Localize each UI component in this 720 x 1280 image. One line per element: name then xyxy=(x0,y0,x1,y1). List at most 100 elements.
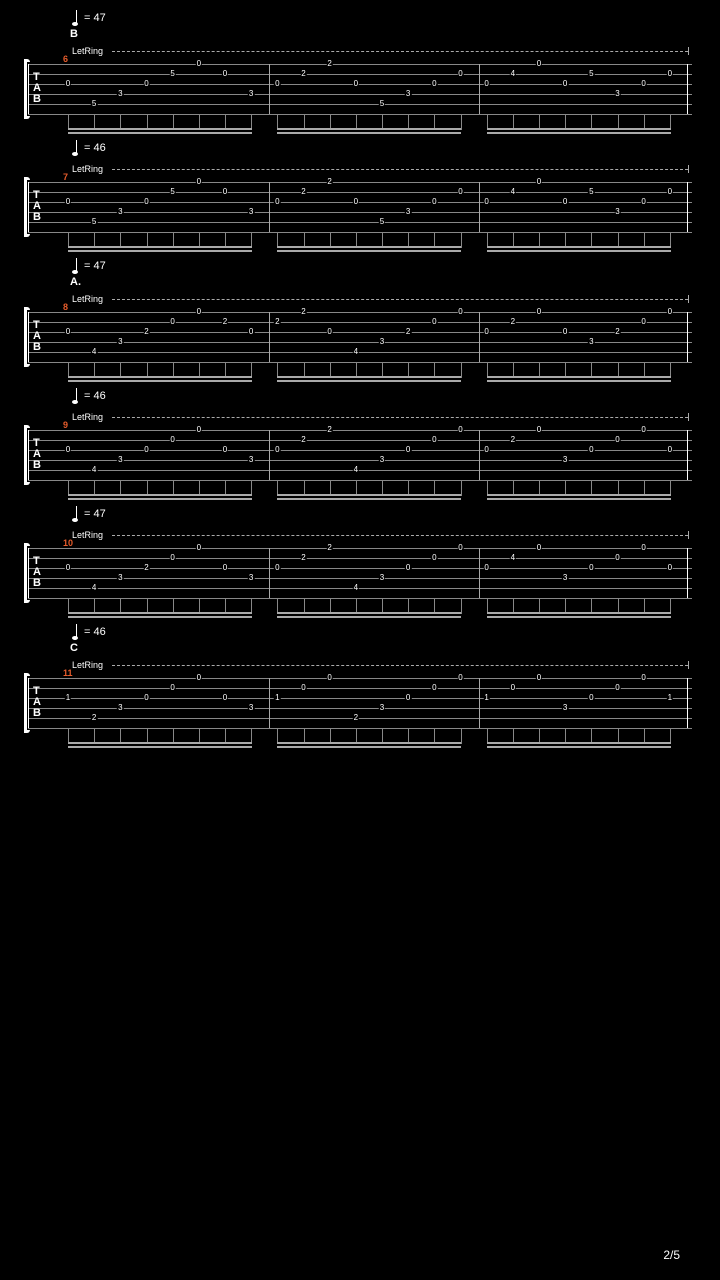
fret-number: 2 xyxy=(91,714,97,722)
fret-number: 2 xyxy=(143,564,149,572)
tab-staff: TAB043200202204320002003200 xyxy=(28,312,692,362)
fret-number: 0 xyxy=(222,564,228,572)
beam xyxy=(277,616,461,618)
let-ring-end xyxy=(688,165,689,173)
fret-number: 2 xyxy=(326,60,332,68)
let-ring-label: LetRing xyxy=(72,412,103,422)
measure-number: 7 xyxy=(63,172,68,182)
fret-number: 3 xyxy=(248,208,254,216)
system-bracket xyxy=(24,546,27,600)
fret-number: 0 xyxy=(143,198,149,206)
tempo-row: = 47A. xyxy=(72,260,692,280)
barline xyxy=(28,64,29,114)
fret-number: 0 xyxy=(326,674,332,682)
system-bracket xyxy=(24,676,27,730)
barline xyxy=(687,312,688,362)
tab-clef: TAB xyxy=(33,190,40,223)
fret-number: 0 xyxy=(667,70,673,78)
beam xyxy=(487,132,671,134)
fret-number: 0 xyxy=(353,198,359,206)
fret-number: 3 xyxy=(248,456,254,464)
staff-line xyxy=(28,182,692,183)
tempo-text: = 46 xyxy=(84,626,106,638)
fret-number: 3 xyxy=(379,704,385,712)
staff-line xyxy=(28,728,692,729)
fret-number: 4 xyxy=(353,584,359,592)
tempo-text: = 47 xyxy=(84,508,106,520)
barline xyxy=(479,64,480,114)
staff-line xyxy=(28,718,692,719)
fret-number: 5 xyxy=(379,218,385,226)
beam xyxy=(487,380,671,382)
staff-line xyxy=(28,460,692,461)
fret-number: 0 xyxy=(667,446,673,454)
fret-number: 0 xyxy=(274,564,280,572)
fret-number: 0 xyxy=(483,80,489,88)
staff-line xyxy=(28,688,692,689)
barline xyxy=(28,548,29,598)
fret-number: 2 xyxy=(405,328,411,336)
let-ring-dashes xyxy=(112,417,688,418)
fret-number: 2 xyxy=(222,318,228,326)
fret-number: 3 xyxy=(117,456,123,464)
rehearsal-mark: A. xyxy=(70,276,81,288)
beam xyxy=(68,250,252,252)
staff-line xyxy=(28,202,692,203)
beam xyxy=(68,612,252,614)
let-ring-label: LetRing xyxy=(72,660,103,670)
fret-number: 3 xyxy=(117,704,123,712)
tempo-text: = 47 xyxy=(84,260,106,272)
fret-number: 3 xyxy=(379,338,385,346)
fret-number: 2 xyxy=(510,436,516,444)
fret-number: 5 xyxy=(588,188,594,196)
staff-line xyxy=(28,708,692,709)
let-ring-end xyxy=(688,413,689,421)
tab-system: = 46LetRing9TAB043000030224300002030000 xyxy=(28,390,692,480)
staff-line xyxy=(28,232,692,233)
let-ring-row: LetRing xyxy=(72,46,692,60)
fret-number: 0 xyxy=(667,564,673,572)
fret-number: 0 xyxy=(431,198,437,206)
barline xyxy=(28,182,29,232)
beam xyxy=(68,246,252,248)
fret-number: 3 xyxy=(562,456,568,464)
fret-number: 5 xyxy=(169,70,175,78)
fret-number: 0 xyxy=(562,80,568,88)
let-ring-label: LetRing xyxy=(72,46,103,56)
fret-number: 3 xyxy=(248,90,254,98)
fret-number: 0 xyxy=(536,544,542,552)
tab-staff: TAB043200030224300004030000 xyxy=(28,548,692,598)
fret-number: 0 xyxy=(196,426,202,434)
fret-number: 0 xyxy=(457,188,463,196)
fret-number: 0 xyxy=(274,446,280,454)
beam-group xyxy=(28,236,692,256)
beam xyxy=(487,498,671,500)
fret-number: 0 xyxy=(405,694,411,702)
system-bracket xyxy=(24,428,27,482)
fret-number: 0 xyxy=(640,674,646,682)
fret-number: 0 xyxy=(169,436,175,444)
fret-number: 0 xyxy=(431,684,437,692)
barline xyxy=(687,182,688,232)
fret-number: 0 xyxy=(483,446,489,454)
staff-line xyxy=(28,678,692,679)
fret-number: 0 xyxy=(196,544,202,552)
system-bracket xyxy=(24,180,27,234)
let-ring-dashes xyxy=(112,535,688,536)
fret-number: 3 xyxy=(614,208,620,216)
quarter-note-icon xyxy=(72,142,78,156)
tempo-text: = 46 xyxy=(84,142,106,154)
tempo-text: = 46 xyxy=(84,390,106,402)
staff-line xyxy=(28,598,692,599)
beam xyxy=(277,742,461,744)
barline xyxy=(269,64,270,114)
fret-number: 2 xyxy=(300,70,306,78)
fret-number: 2 xyxy=(353,714,359,722)
barline xyxy=(479,430,480,480)
fret-number: 3 xyxy=(588,338,594,346)
staff-wrap: 10TAB043200030224300004030000 xyxy=(28,548,692,598)
beam xyxy=(68,742,252,744)
fret-number: 0 xyxy=(222,694,228,702)
let-ring-end xyxy=(688,531,689,539)
fret-number: 0 xyxy=(640,544,646,552)
